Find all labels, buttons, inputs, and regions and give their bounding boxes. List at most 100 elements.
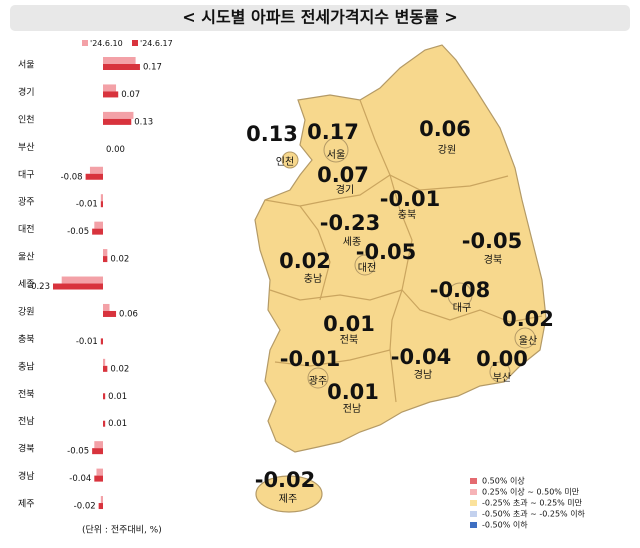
legend-label: '24.6.17 [140,39,173,48]
map-region: 대구 [453,302,471,314]
map-value: 0.02 [279,249,331,273]
map-region: 경북 [484,253,502,266]
value-label: -0.08 [61,172,83,182]
category-label: 전북 [18,389,35,400]
map-region: 전남 [343,403,361,415]
map-region: 서울 [327,149,345,161]
bar [103,359,105,366]
value-label: -0.01 [76,337,98,347]
legend-swatch [82,40,88,46]
category-label: 서울 [18,60,35,71]
map-value: -0.08 [430,278,491,302]
map-legend-swatch [470,489,477,495]
bar [103,256,107,262]
map-value: -0.05 [356,240,417,264]
category-label: 광주 [18,196,35,208]
category-label: 충남 [18,361,35,372]
value-label: 0.06 [119,309,138,319]
map-value: -0.23 [320,211,381,235]
value-label: 0.02 [110,255,129,265]
map-value: -0.02 [255,468,316,492]
bar [62,277,103,284]
value-label: 0.07 [121,90,140,100]
value-label: 0.01 [108,392,127,402]
bar [103,64,140,70]
value-label: -0.23 [28,282,50,292]
map-legend-label: -0.25% 초과 ~ 0.25% 미만 [482,499,583,508]
bar [103,311,116,317]
bar [103,249,107,256]
map-region: 세종 [343,236,361,248]
bar [103,57,136,64]
map-value: 0.01 [327,380,379,404]
map-value: 0.01 [323,312,375,336]
value-label: -0.05 [67,227,89,237]
bar [86,174,103,180]
map-value: -0.05 [462,229,523,253]
map-value: 0.02 [502,307,554,331]
value-label: 0.00 [106,145,125,155]
map [255,45,546,512]
map-value: 0.06 [419,117,471,141]
map-legend-swatch [470,522,477,528]
bar [90,167,103,174]
map-legend-swatch [470,478,477,484]
bar [103,91,118,97]
map-region: 경기 [336,183,354,196]
legend-label: '24.6.10 [90,39,123,48]
map-value: 0.17 [307,120,359,144]
map-legend-label: 0.50% 이상 [482,476,525,486]
map-legend-swatch [470,511,477,517]
bar [103,119,131,125]
map-legend-label: -0.50% 이하 [482,520,528,530]
category-label: 부산 [18,142,35,153]
bar [103,421,105,427]
map-value: 0.07 [317,163,369,187]
value-label: -0.02 [74,502,96,512]
map-region: 대전 [358,262,376,274]
map-value: -0.01 [280,347,341,371]
map-value: 0.13 [246,122,298,146]
map-legend-label: 0.25% 이상 ~ 0.50% 미만 [482,487,580,497]
category-label: 경남 [18,470,35,482]
bar [94,441,103,448]
bar [103,304,110,311]
category-label: 대구 [18,169,35,180]
bar [92,229,103,235]
category-label: 울산 [18,252,35,263]
map-legend-label: -0.50% 초과 ~ -0.25% 이하 [482,509,586,519]
bar [103,112,133,119]
map-region: 충북 [398,209,416,221]
bar [53,284,103,290]
bar [103,366,107,372]
bar [101,201,103,207]
map-value: -0.01 [380,187,441,211]
category-label: 대전 [18,224,35,235]
map-value: -0.04 [391,345,452,369]
category-label: 경기 [18,86,35,98]
bar [101,194,103,201]
bar [94,476,103,482]
map-region: 충남 [304,273,322,285]
bar [101,338,103,344]
value-label: 0.13 [134,117,153,127]
map-region: 제주 [279,493,297,505]
category-label: 경북 [18,443,35,455]
category-label: 제주 [18,499,35,510]
value-label: -0.05 [67,447,89,457]
map-region: 인천 [276,156,294,168]
category-label: 인천 [18,114,35,125]
value-label: -0.01 [76,200,98,210]
value-label: 0.01 [108,419,127,429]
bar [103,393,105,399]
map-region: 전북 [340,334,358,346]
category-label: 강원 [18,306,35,317]
map-region: 강원 [438,144,456,156]
unit-note: (단위 : 전주대비, %) [82,525,162,536]
bar [103,84,116,91]
map-region: 부산 [493,372,511,384]
bar [94,222,103,229]
map-region: 울산 [519,335,537,347]
bar [96,469,103,476]
